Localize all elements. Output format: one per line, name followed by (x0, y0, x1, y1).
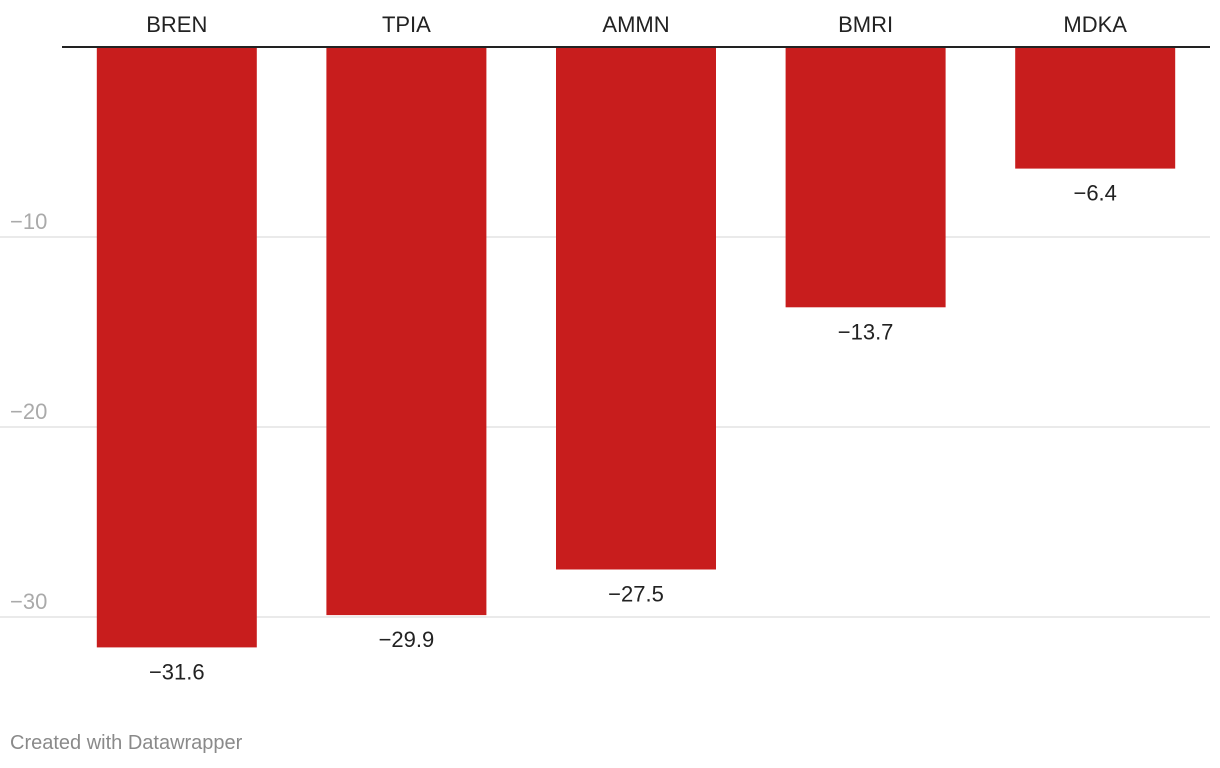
data-label: −6.4 (1073, 181, 1116, 206)
category-label: BREN (146, 12, 207, 37)
bars (96, 47, 1176, 648)
data-label: −13.7 (838, 319, 894, 344)
bar-tpia (326, 47, 487, 616)
bar-mdka (1015, 47, 1176, 169)
labels: −10 −20 −30 BREN −31.6 TPIA −29.9 AMMN −27.5 BMRI… (10, 12, 1127, 684)
data-label: −29.9 (379, 627, 435, 652)
bar-bren (96, 47, 257, 648)
y-tick-label: −30 (10, 589, 47, 614)
y-tick-label: −10 (10, 209, 47, 234)
bar-chart: −10 −20 −30 BREN −31.6 TPIA −29.9 AMMN −27.5 BMRI… (0, 12, 1210, 684)
category-label: BMRI (838, 12, 893, 37)
bar-ammn (556, 47, 716, 570)
category-label: MDKA (1063, 12, 1127, 37)
y-tick-label: −20 (10, 399, 47, 424)
data-label: −27.5 (608, 582, 664, 607)
data-label: −31.6 (149, 659, 205, 684)
footer-credit: Created with Datawrapper (10, 732, 243, 754)
category-label: AMMN (602, 12, 669, 37)
bar-bmri (785, 47, 946, 308)
category-label: TPIA (382, 12, 431, 37)
